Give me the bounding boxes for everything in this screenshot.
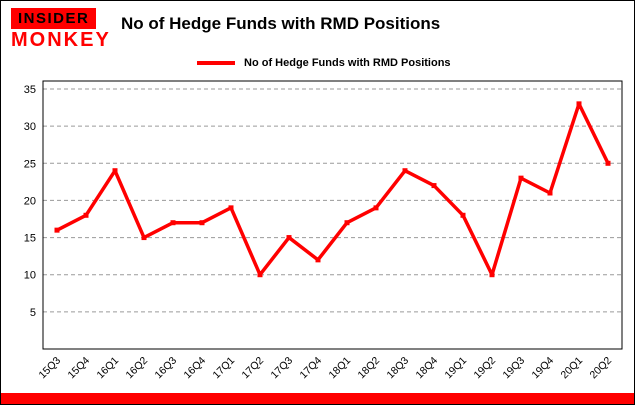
y-tick-label: 25 <box>24 158 36 170</box>
x-tick-label: 20Q1 <box>558 355 585 382</box>
x-tick-label: 16Q3 <box>152 355 179 382</box>
x-tick-label: 17Q1 <box>210 355 237 382</box>
legend: No of Hedge Funds with RMD Positions <box>197 57 451 69</box>
y-tick-label: 35 <box>24 84 36 96</box>
x-tick-label: 16Q1 <box>94 355 121 382</box>
y-tick-label: 10 <box>24 270 36 282</box>
x-tick-label: 16Q2 <box>123 355 150 382</box>
data-point <box>141 235 147 241</box>
x-tick-label: 18Q1 <box>326 355 353 382</box>
x-tick-label: 17Q2 <box>239 355 266 382</box>
data-point <box>228 205 234 211</box>
y-tick-label: 15 <box>24 233 36 245</box>
page-title: No of Hedge Funds with RMD Positions <box>121 14 441 33</box>
x-tick-label: 18Q2 <box>355 355 382 382</box>
legend-label: No of Hedge Funds with RMD Positions <box>244 57 451 69</box>
data-point <box>373 205 379 211</box>
plot-frame <box>42 80 623 350</box>
data-point <box>547 190 553 196</box>
data-point <box>518 175 524 181</box>
x-tick-label: 15Q4 <box>65 355 92 382</box>
y-tick-label: 30 <box>24 121 36 133</box>
data-point <box>286 235 292 241</box>
data-point <box>112 168 118 174</box>
data-point <box>460 212 466 218</box>
logo-insider-text: INSIDER <box>11 8 97 29</box>
data-point <box>170 220 176 226</box>
data-line <box>55 102 610 277</box>
x-tick-label: 18Q3 <box>384 355 411 382</box>
x-tick-label: 17Q4 <box>297 355 324 382</box>
y-tick-label: 5 <box>30 307 36 319</box>
data-point <box>257 272 263 278</box>
data-point <box>605 160 611 166</box>
data-point <box>431 183 437 189</box>
data-point <box>315 257 321 263</box>
data-point <box>489 272 495 278</box>
data-point <box>402 168 408 174</box>
data-point <box>199 220 205 226</box>
insider-monkey-logo: INSIDER MONKEY <box>11 8 111 50</box>
data-point <box>54 227 60 233</box>
x-tick-label: 19Q4 <box>529 355 556 382</box>
x-tick-label: 17Q3 <box>268 355 295 382</box>
data-point <box>576 101 582 107</box>
x-tick-label: 19Q2 <box>471 355 498 382</box>
data-point <box>83 212 89 218</box>
x-tick-label: 18Q4 <box>413 355 440 382</box>
y-tick-label: 20 <box>24 195 36 207</box>
bottom-red-bar <box>1 393 634 404</box>
data-point <box>344 220 350 226</box>
x-tick-label: 19Q1 <box>442 355 469 382</box>
legend-line-swatch <box>197 61 235 65</box>
logo-monkey-text: MONKEY <box>11 29 111 51</box>
x-tick-label: 15Q3 <box>36 355 63 382</box>
x-tick-label: 16Q4 <box>181 355 208 382</box>
x-tick-label: 20Q2 <box>587 355 614 382</box>
x-tick-label: 19Q3 <box>500 355 527 382</box>
